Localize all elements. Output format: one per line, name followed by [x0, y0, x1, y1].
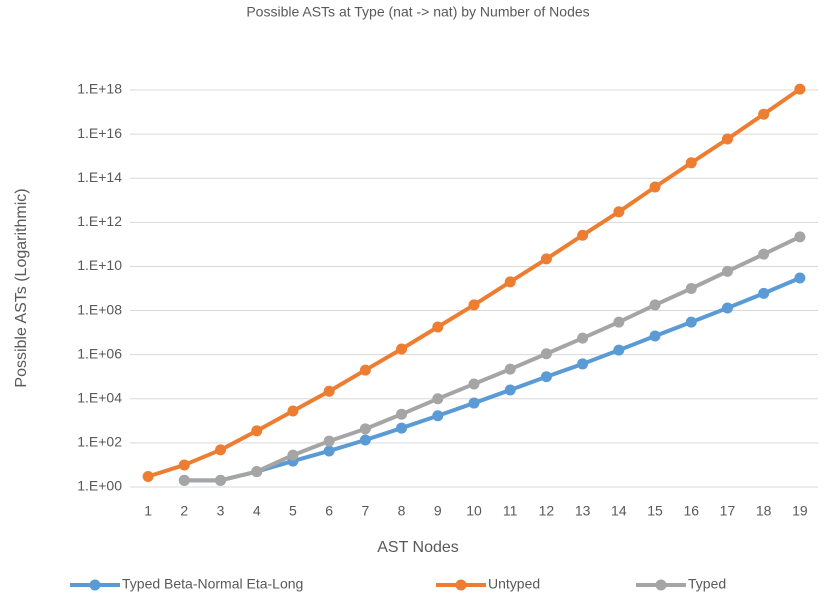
data-point [685, 283, 697, 294]
data-point [504, 384, 516, 396]
x-tick-label: 15 [647, 503, 663, 519]
data-point [504, 276, 516, 288]
series-line [184, 235, 801, 483]
data-point [287, 405, 299, 417]
data-point [432, 410, 444, 422]
x-tick-label: 19 [792, 503, 808, 519]
x-axis-label: AST Nodes [377, 539, 459, 556]
data-point [468, 378, 480, 390]
data-point [178, 459, 190, 471]
data-point [721, 133, 733, 145]
y-tick-label: 1.E+04 [77, 389, 122, 405]
data-point [359, 423, 371, 435]
legend-label: Typed [688, 576, 726, 592]
legend-marker [455, 579, 467, 591]
y-tick-label: 1.E+12 [77, 213, 122, 229]
data-point [649, 330, 661, 342]
data-point [540, 348, 552, 360]
y-tick-label: 1.E+10 [77, 257, 122, 273]
data-point [504, 363, 516, 375]
data-point [359, 364, 371, 376]
data-point [323, 435, 335, 447]
data-point [432, 393, 444, 405]
x-tick-label: 8 [398, 503, 406, 519]
y-tick-label: 1.E+14 [77, 169, 122, 185]
data-point [721, 265, 733, 277]
x-tick-label: 6 [325, 503, 333, 519]
x-tick-label: 10 [466, 503, 482, 519]
x-tick-label: 14 [611, 503, 627, 519]
data-point [577, 229, 589, 241]
x-tick-label: 11 [503, 503, 518, 519]
y-tick-label: 1.E+08 [77, 301, 122, 317]
data-point [251, 466, 263, 478]
y-tick-label: 1.E+06 [77, 345, 122, 361]
data-point [359, 434, 371, 446]
x-tick-label: 9 [434, 503, 442, 519]
data-point [142, 470, 154, 482]
data-point [649, 299, 661, 311]
x-tick-label: 13 [575, 503, 591, 519]
series-line [184, 276, 801, 483]
data-point [613, 206, 625, 218]
x-tick-label: 5 [289, 503, 297, 519]
y-tick-label: 1.E+02 [77, 434, 122, 450]
x-tick-label: 17 [720, 503, 736, 519]
data-point [251, 425, 263, 437]
data-point [613, 316, 625, 328]
y-tick-label: 1.E+00 [77, 478, 122, 494]
chart-title: Possible ASTs at Type (nat -> nat) by Nu… [246, 4, 589, 20]
data-point [178, 474, 190, 486]
x-tick-label: 7 [361, 503, 369, 519]
data-point [721, 302, 733, 314]
data-point [577, 358, 589, 370]
x-tick-label: 16 [683, 503, 699, 519]
x-tick-label: 4 [253, 503, 261, 519]
legend-marker [655, 579, 667, 591]
data-point [396, 422, 408, 434]
data-point [432, 321, 444, 333]
data-point [396, 343, 408, 355]
x-tick-label: 12 [539, 503, 555, 519]
data-point [215, 474, 227, 486]
data-point [540, 371, 552, 383]
data-point [468, 397, 480, 409]
data-point [758, 287, 770, 299]
y-axis-label: Possible ASTs (Logarithmic) [13, 188, 30, 387]
y-tick-label: 1.E+16 [77, 125, 122, 141]
data-point [613, 344, 625, 356]
data-point [685, 316, 697, 328]
data-point [215, 444, 227, 456]
data-point [794, 83, 806, 95]
legend-marker [89, 579, 101, 591]
x-tick-label: 2 [180, 503, 188, 519]
data-point [758, 108, 770, 120]
data-point [577, 332, 589, 344]
x-tick-label: 3 [217, 503, 225, 519]
data-point [540, 253, 552, 265]
data-point [649, 181, 661, 193]
x-tick-label: 1 [144, 503, 152, 519]
data-point [685, 157, 697, 169]
data-point [323, 445, 335, 457]
legend-label: Untyped [488, 576, 540, 592]
legend-label: Typed Beta-Normal Eta-Long [122, 576, 303, 592]
data-point [396, 408, 408, 420]
data-point [794, 272, 806, 284]
y-tick-label: 1.E+18 [77, 81, 122, 97]
x-tick-label: 18 [756, 503, 772, 519]
data-point [468, 299, 480, 311]
data-point [758, 248, 770, 260]
data-point [794, 231, 806, 243]
data-point [287, 449, 299, 461]
data-point [323, 385, 335, 397]
